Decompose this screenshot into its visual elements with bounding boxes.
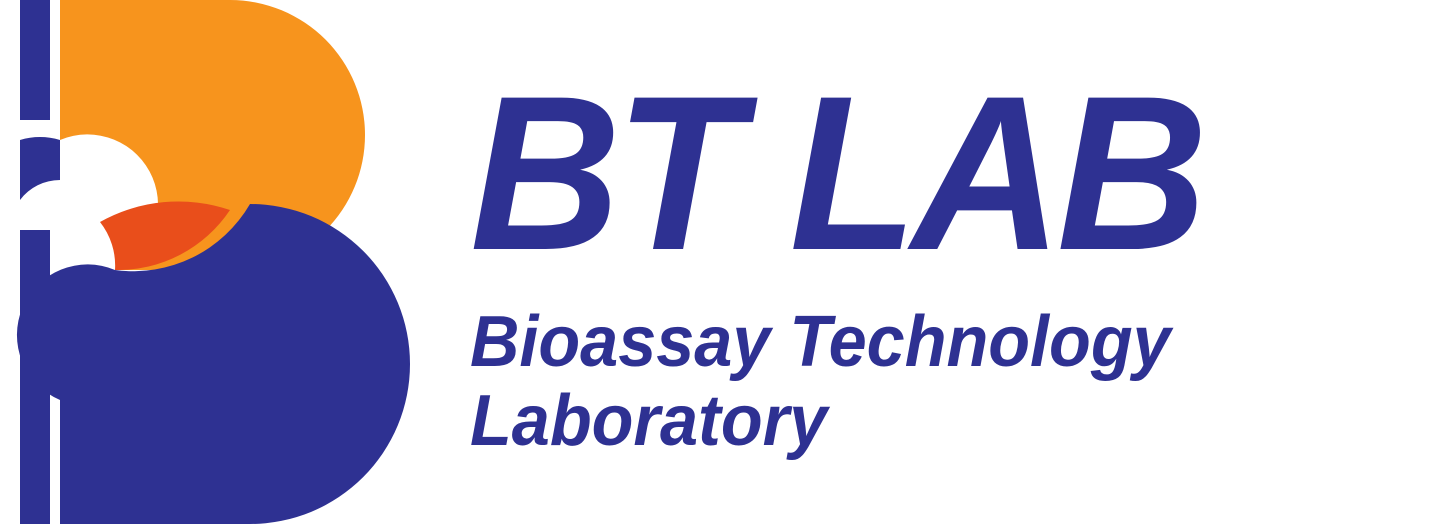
logo-text-block: BT LAB Bioassay Technology Laboratory xyxy=(470,63,1241,461)
logo-container: BT LAB Bioassay Technology Laboratory xyxy=(0,0,1445,524)
logo-subtitle-line1: Bioassay Technology xyxy=(470,303,1202,382)
logo-mark xyxy=(0,0,410,524)
logo-b-icon xyxy=(0,0,410,524)
logo-main-title: BT LAB xyxy=(470,63,1202,283)
logo-subtitle-line2: Laboratory xyxy=(470,382,1202,461)
